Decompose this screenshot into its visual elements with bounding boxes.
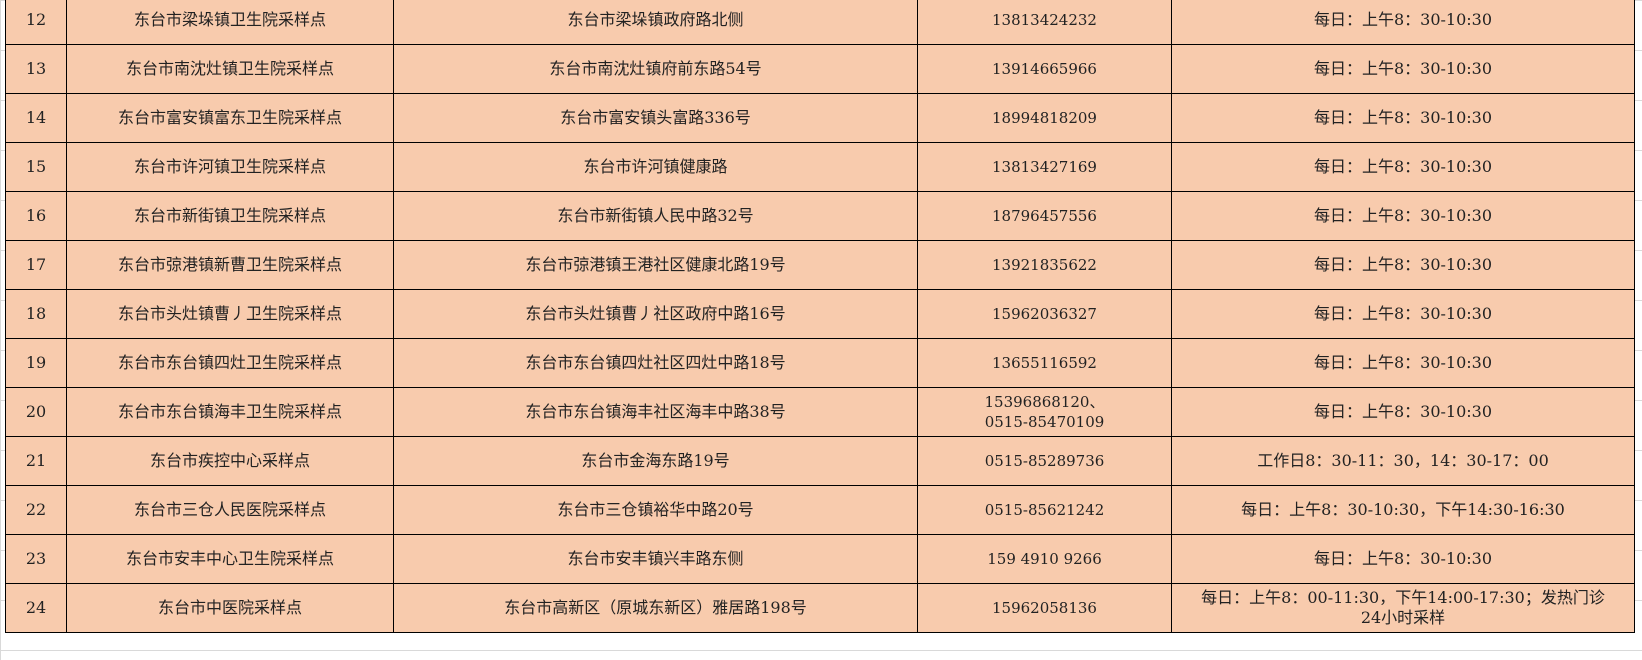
cell-number[interactable]: 24 (5, 583, 67, 633)
cell-hours[interactable]: 每日：上午8：30-10:30 (1171, 240, 1635, 290)
cell-site-name[interactable]: 东台市富安镇富东卫生院采样点 (66, 93, 394, 143)
cell-address[interactable]: 东台市东台镇海丰社区海丰中路38号 (393, 387, 918, 437)
table-row: 14 东台市富安镇富东卫生院采样点 东台市富安镇头富路336号 18994818209… (5, 93, 1635, 143)
cell-site-name[interactable]: 东台市东台镇海丰卫生院采样点 (66, 387, 394, 437)
sampling-sites-table: 12 东台市梁垛镇卫生院采样点 东台市梁垛镇政府路北侧 13813424232 每日：上… (5, 0, 1635, 633)
cell-hours[interactable]: 每日：上午8：30-10:30 (1171, 93, 1635, 143)
cell-address[interactable]: 东台市东台镇四灶社区四灶中路18号 (393, 338, 918, 388)
cell-phone[interactable]: 0515-85289736 (917, 436, 1172, 486)
cell-address[interactable]: 东台市富安镇头富路336号 (393, 93, 918, 143)
cell-hours[interactable]: 每日：上午8：30-10:30 (1171, 338, 1635, 388)
table-row: 18 东台市头灶镇曹丿卫生院采样点 东台市头灶镇曹丿社区政府中路16号 1596203… (5, 289, 1635, 339)
cell-phone[interactable]: 18994818209 (917, 93, 1172, 143)
cell-site-name[interactable]: 东台市新街镇卫生院采样点 (66, 191, 394, 241)
cell-address[interactable]: 东台市金海东路19号 (393, 436, 918, 486)
cell-number[interactable]: 17 (5, 240, 67, 290)
cell-phone[interactable]: 0515-85621242 (917, 485, 1172, 535)
table-row: 17 东台市弶港镇新曹卫生院采样点 东台市弶港镇王港社区健康北路19号 1392183… (5, 240, 1635, 290)
cell-site-name[interactable]: 东台市梁垛镇卫生院采样点 (66, 0, 394, 45)
cell-hours[interactable]: 每日：上午8：00-11:30，下午14:00-17:30；发热门诊24小时采样 (1171, 583, 1635, 633)
cell-phone[interactable]: 18796457556 (917, 191, 1172, 241)
table-row: 20 东台市东台镇海丰卫生院采样点 东台市东台镇海丰社区海丰中路38号 1539686… (5, 387, 1635, 437)
table-row: 16 东台市新街镇卫生院采样点 东台市新街镇人民中路32号 18796457556 每日… (5, 191, 1635, 241)
cell-address[interactable]: 东台市三仓镇裕华中路20号 (393, 485, 918, 535)
cell-address[interactable]: 东台市南沈灶镇府前东路54号 (393, 44, 918, 94)
table-row: 13 东台市南沈灶镇卫生院采样点 东台市南沈灶镇府前东路54号 13914665966… (5, 44, 1635, 94)
cell-number[interactable]: 12 (5, 0, 67, 45)
cell-site-name[interactable]: 东台市中医院采样点 (66, 583, 394, 633)
cell-number[interactable]: 14 (5, 93, 67, 143)
cell-hours[interactable]: 每日：上午8：30-10:30 (1171, 387, 1635, 437)
table-row: 12 东台市梁垛镇卫生院采样点 东台市梁垛镇政府路北侧 13813424232 每日：上… (5, 0, 1635, 45)
cell-number[interactable]: 22 (5, 485, 67, 535)
cell-address[interactable]: 东台市许河镇健康路 (393, 142, 918, 192)
table-row: 19 东台市东台镇四灶卫生院采样点 东台市东台镇四灶社区四灶中路18号 1365511… (5, 338, 1635, 388)
cell-address[interactable]: 东台市安丰镇兴丰路东侧 (393, 534, 918, 584)
cell-number[interactable]: 16 (5, 191, 67, 241)
cell-phone[interactable]: 159 4910 9266 (917, 534, 1172, 584)
cell-site-name[interactable]: 东台市头灶镇曹丿卫生院采样点 (66, 289, 394, 339)
cell-hours[interactable]: 每日：上午8：30-10:30 (1171, 289, 1635, 339)
cell-number[interactable]: 15 (5, 142, 67, 192)
cell-phone[interactable]: 13813424232 (917, 0, 1172, 45)
cell-number[interactable]: 19 (5, 338, 67, 388)
cell-hours[interactable]: 每日：上午8：30-10:30 (1171, 0, 1635, 45)
cell-hours[interactable]: 每日：上午8：30-10:30 (1171, 191, 1635, 241)
cell-hours[interactable]: 每日：上午8：30-10:30 (1171, 44, 1635, 94)
cell-address[interactable]: 东台市高新区（原城东新区）雅居路198号 (393, 583, 918, 633)
table-row: 23 东台市安丰中心卫生院采样点 东台市安丰镇兴丰路东侧 159 4910 9266 每… (5, 534, 1635, 584)
cell-site-name[interactable]: 东台市三仓人民医院采样点 (66, 485, 394, 535)
cell-site-name[interactable]: 东台市疾控中心采样点 (66, 436, 394, 486)
cell-address[interactable]: 东台市新街镇人民中路32号 (393, 191, 918, 241)
cell-site-name[interactable]: 东台市许河镇卫生院采样点 (66, 142, 394, 192)
cell-site-name[interactable]: 东台市安丰中心卫生院采样点 (66, 534, 394, 584)
cell-hours[interactable]: 每日：上午8：30-10:30，下午14:30-16:30 (1171, 485, 1635, 535)
cell-phone[interactable]: 15962058136 (917, 583, 1172, 633)
cell-hours[interactable]: 每日：上午8：30-10:30 (1171, 142, 1635, 192)
cell-address[interactable]: 东台市弶港镇王港社区健康北路19号 (393, 240, 918, 290)
cell-phone[interactable]: 15396868120、 0515-85470109 (917, 387, 1172, 437)
table-row: 22 东台市三仓人民医院采样点 东台市三仓镇裕华中路20号 0515-85621242… (5, 485, 1635, 535)
cell-phone[interactable]: 13914665966 (917, 44, 1172, 94)
cell-phone[interactable]: 13813427169 (917, 142, 1172, 192)
table-row: 21 东台市疾控中心采样点 东台市金海东路19号 0515-85289736 工作日8：… (5, 436, 1635, 486)
cell-site-name[interactable]: 东台市弶港镇新曹卫生院采样点 (66, 240, 394, 290)
cell-phone[interactable]: 15962036327 (917, 289, 1172, 339)
table-row: 24 东台市中医院采样点 东台市高新区（原城东新区）雅居路198号 159620581… (5, 583, 1635, 633)
cell-number[interactable]: 21 (5, 436, 67, 486)
cell-phone[interactable]: 13655116592 (917, 338, 1172, 388)
table-row: 15 东台市许河镇卫生院采样点 东台市许河镇健康路 13813427169 每日：上午8… (5, 142, 1635, 192)
cell-number[interactable]: 23 (5, 534, 67, 584)
cell-site-name[interactable]: 东台市东台镇四灶卫生院采样点 (66, 338, 394, 388)
cell-number[interactable]: 18 (5, 289, 67, 339)
cell-address[interactable]: 东台市梁垛镇政府路北侧 (393, 0, 918, 45)
cell-address[interactable]: 东台市头灶镇曹丿社区政府中路16号 (393, 289, 918, 339)
cell-hours[interactable]: 工作日8：30-11：30，14：30-17：00 (1171, 436, 1635, 486)
cell-phone[interactable]: 13921835622 (917, 240, 1172, 290)
cell-number[interactable]: 20 (5, 387, 67, 437)
cell-site-name[interactable]: 东台市南沈灶镇卫生院采样点 (66, 44, 394, 94)
cell-number[interactable]: 13 (5, 44, 67, 94)
cell-hours[interactable]: 每日：上午8：30-10:30 (1171, 534, 1635, 584)
